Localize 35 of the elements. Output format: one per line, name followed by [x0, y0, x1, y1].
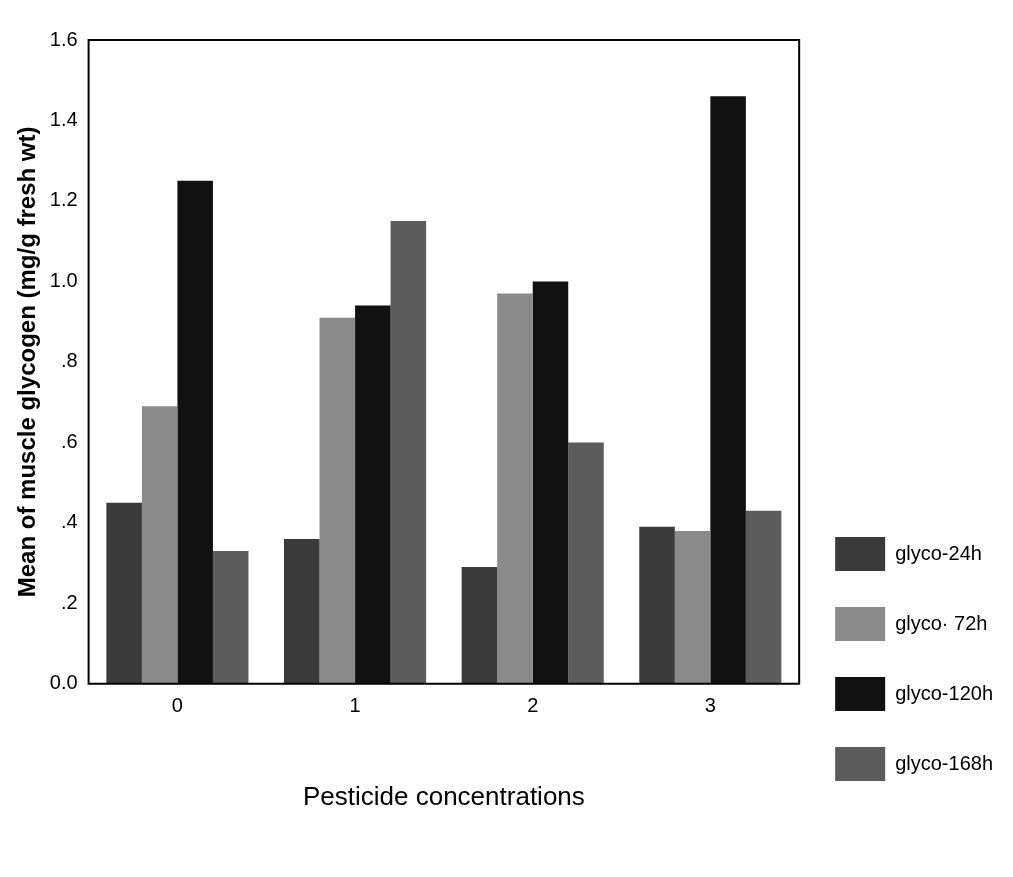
bar	[106, 502, 142, 684]
bar	[710, 96, 746, 684]
y-tick-label: 0.0	[49, 671, 78, 694]
x-tick-label: 1	[349, 694, 361, 717]
bar	[639, 526, 675, 684]
y-tick-label: 1.4	[49, 107, 78, 130]
y-tick-label: .2	[60, 590, 78, 613]
bar	[390, 221, 427, 684]
bar	[212, 551, 249, 684]
y-tick-label: .8	[60, 349, 78, 372]
y-axis-title: Mean of muscle glycogen (mg/g fresh wt)	[13, 126, 41, 598]
bar	[497, 293, 533, 684]
x-axis-title: Pesticide concentrations	[302, 780, 585, 811]
bar	[674, 530, 711, 684]
legend-label: glyco· 72h	[895, 611, 988, 634]
bar	[355, 305, 391, 684]
bar	[568, 442, 604, 684]
legend-label: glyco-120h	[895, 681, 993, 704]
bar	[141, 406, 178, 684]
x-tick-label: 3	[704, 694, 716, 717]
y-tick-label: 1.0	[49, 268, 78, 291]
y-tick-label: .4	[60, 510, 78, 533]
bar	[745, 510, 782, 684]
y-tick-label: 1.6	[49, 27, 78, 50]
y-tick-label: 1.2	[49, 188, 78, 211]
y-tick-label: .6	[60, 429, 78, 452]
legend-label: glyco-168h	[895, 751, 993, 774]
bar	[177, 180, 213, 684]
bar	[319, 317, 356, 684]
x-tick-label: 2	[527, 694, 539, 717]
legend-label: glyco-24h	[895, 541, 982, 564]
bar	[461, 567, 498, 684]
x-tick-label: 0	[171, 694, 183, 717]
bar	[532, 281, 569, 684]
bar	[284, 538, 320, 684]
